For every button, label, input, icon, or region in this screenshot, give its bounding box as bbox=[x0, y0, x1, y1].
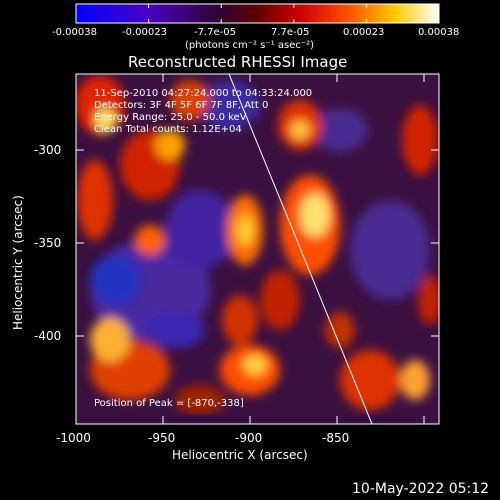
colorbar-unit-label: (photons cm⁻² s⁻¹ asec⁻²) bbox=[185, 40, 315, 51]
info-line-0: 11-Sep-2010 04:27:24.000 to 04:33:24.000 bbox=[94, 88, 313, 99]
colorbar-tick-label-3: 7.7e-05 bbox=[271, 27, 310, 38]
info-line-1: Detectors: 3F 4F 5F 6F 7F 8F, Att 0 bbox=[94, 100, 269, 111]
info-line-3: Clean Total counts: 1.12E+04 bbox=[94, 124, 242, 135]
y-tick-label-1: -350 bbox=[34, 236, 62, 250]
x-tick-label-3: -850 bbox=[322, 431, 350, 445]
footer-timestamp: 10-May-2022 05:12 bbox=[352, 481, 490, 497]
y-axis-ticks bbox=[76, 149, 439, 337]
colorbar bbox=[75, 3, 440, 24]
x-tick-label-2: -900 bbox=[235, 431, 263, 445]
x-axis-label: Heliocentric X (arcsec) bbox=[172, 448, 308, 462]
y-tick-label-2: -400 bbox=[34, 329, 62, 343]
x-tick-label-1: -950 bbox=[148, 431, 176, 445]
colorbar-gradient bbox=[75, 3, 440, 24]
rhessi-image bbox=[76, 74, 439, 424]
colorbar-tick-label-1: -0.00023 bbox=[122, 27, 167, 38]
plot-title: Reconstructed RHESSI Image bbox=[128, 53, 348, 71]
colorbar-tick-label-0: -0.00038 bbox=[52, 27, 97, 38]
colorbar-tick-label-4: 0.00023 bbox=[343, 27, 385, 38]
y-tick-label-0: -300 bbox=[34, 143, 62, 157]
solar-limb-line bbox=[228, 74, 373, 424]
peak-position-label: Position of Peak = [-870,-338] bbox=[94, 398, 244, 409]
colorbar-tick-label-2: -7.7e-05 bbox=[194, 27, 236, 38]
info-line-2: Energy Range: 25.0 - 50.0 keV bbox=[94, 112, 247, 123]
x-axis-ticks bbox=[75, 74, 425, 424]
y-axis-label: Heliocentric Y (arcsec) bbox=[11, 195, 25, 330]
colorbar-tick-label-5: 0.00038 bbox=[418, 27, 460, 38]
x-tick-label-0: -1000 bbox=[56, 431, 91, 445]
plot-frame bbox=[75, 73, 440, 425]
colorbar-ticks bbox=[75, 4, 440, 23]
